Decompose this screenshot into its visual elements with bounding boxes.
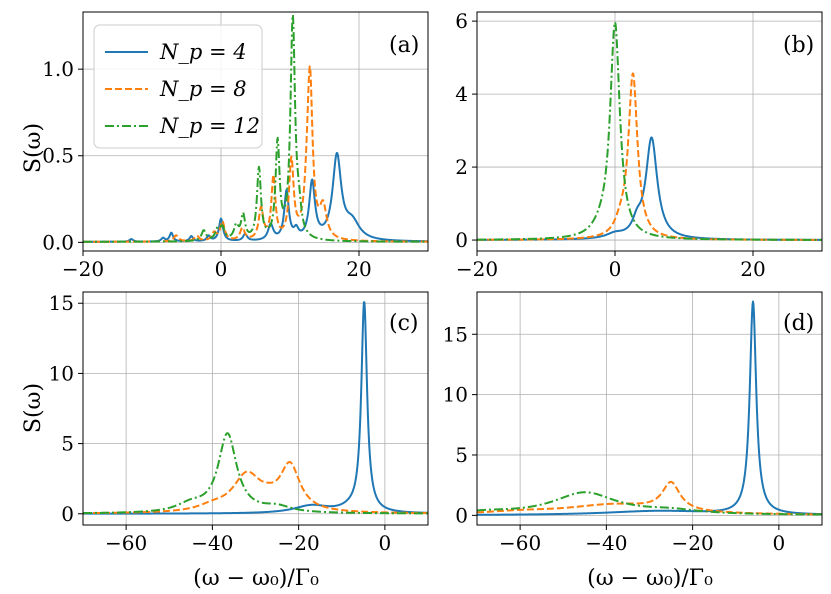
axes-frame [82, 11, 429, 252]
y-tick-label: 0 [455, 228, 468, 252]
y-tick-label: 1.0 [42, 57, 74, 81]
y-tick-label: 5 [61, 432, 74, 456]
axes-frame [476, 291, 823, 526]
legend-label-np4: N_p = 4 [159, 40, 247, 64]
series-np4-line-a [83, 151, 428, 243]
y-tick-label: 15 [49, 291, 74, 315]
series-np8-line-c [83, 461, 428, 515]
ylabel-top: S(ω) [21, 123, 46, 173]
panel-d: −60 −40 −20 0 0 5 10 15 (d) [443, 291, 823, 555]
y-tick-label: 10 [443, 383, 468, 407]
series-np4-line-c [83, 301, 428, 515]
xlabel-left: (ω − ω₀)/Γ₀ [193, 566, 319, 591]
ylabel-bottom: S(ω) [21, 383, 46, 433]
legend: N_p = 4 N_p = 8 N_p = 12 [93, 24, 263, 149]
x-tick-label: 0 [773, 531, 786, 555]
x-tick-label: 20 [740, 257, 765, 281]
x-tick-label: −40 [191, 531, 233, 555]
x-tick-label: −40 [585, 531, 627, 555]
y-tick-label: 6 [455, 9, 468, 33]
x-tick-label: −20 [278, 531, 320, 555]
legend-label-np8: N_p = 8 [159, 77, 247, 101]
series-np12-line-a [83, 13, 428, 243]
panel-label: (b) [783, 33, 814, 58]
series-np12-line-d [477, 491, 822, 516]
series-np12-line-c [83, 432, 428, 515]
panel-b: −20 0 20 0 2 4 6 (b) [455, 9, 823, 281]
x-tick-label: −20 [62, 257, 104, 281]
legend-label-np12: N_p = 12 [159, 114, 260, 138]
panel-label: (c) [389, 311, 419, 336]
y-tick-label: 0.5 [42, 144, 74, 168]
x-tick-label: −60 [499, 531, 541, 555]
y-tick-label: 2 [455, 155, 468, 179]
y-tick-label: 5 [455, 443, 468, 467]
y-tick-label: 4 [455, 82, 468, 106]
y-tick-label: 15 [443, 322, 468, 346]
y-tick-label: 0 [455, 503, 468, 527]
x-tick-label: 0 [215, 257, 228, 281]
series-np8-line-d [477, 480, 822, 516]
panel-label: (d) [783, 311, 814, 336]
legend-box [93, 24, 263, 149]
axes-frame [82, 291, 429, 526]
x-tick-label: 20 [346, 257, 371, 281]
series-np4-line-d [477, 300, 822, 516]
series-np8-line-b [477, 72, 822, 241]
x-tick-label: −20 [672, 531, 714, 555]
x-tick-label: −60 [105, 531, 147, 555]
y-tick-label: 0 [61, 502, 74, 526]
x-tick-label: −20 [456, 257, 498, 281]
axes-frame [476, 11, 823, 252]
series-np12-line-b [477, 21, 822, 241]
xlabel-right: (ω − ω₀)/Γ₀ [587, 566, 713, 591]
panel-label: (a) [389, 33, 419, 58]
x-tick-label: 0 [379, 531, 392, 555]
y-tick-label: 10 [49, 361, 74, 385]
panel-c: −60 −40 −20 0 0 5 10 15 (c) [49, 291, 429, 555]
y-tick-label: 0.0 [42, 230, 74, 254]
x-tick-label: 0 [609, 257, 622, 281]
